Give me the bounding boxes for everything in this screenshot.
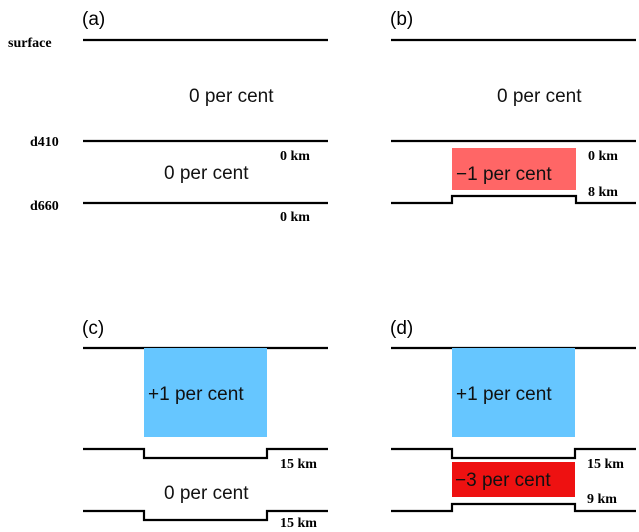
panel-a-d410-deflection: 0 km — [280, 149, 310, 164]
panel-c-upper-text: +1 per cent — [148, 384, 244, 405]
panel-d-lower-text: −3 per cent — [455, 470, 551, 491]
panel-d-anomaly-box — [452, 348, 575, 437]
panel-c-label: (c) — [82, 318, 104, 339]
panel-c-anomaly-box — [144, 348, 267, 437]
panel-d-d410-line — [391, 447, 636, 460]
panel-c-d410-line — [83, 447, 328, 460]
panel-d-anomaly-lower-box — [452, 462, 575, 497]
surface-label: surface — [8, 36, 52, 51]
d410-label: d410 — [30, 135, 59, 150]
panel-a-lower-text: 0 per cent — [164, 163, 249, 184]
panel-d-d660-deflection: 9 km — [587, 492, 617, 507]
panel-a-d660-deflection: 0 km — [280, 210, 310, 225]
panel-b: (b) 0 per cent −1 per cent 0 km 8 km — [390, 9, 636, 205]
panel-a-label: (a) — [82, 9, 105, 30]
panel-c-d660-deflection: 15 km — [280, 516, 317, 531]
panel-d: (d) +1 per cent −3 per cent 15 km 9 km — [390, 318, 636, 513]
panel-b-d660-line — [391, 194, 636, 205]
panel-c-lower-text: 0 per cent — [164, 483, 249, 504]
panel-d-d410-deflection: 15 km — [587, 457, 624, 472]
panel-b-label: (b) — [390, 9, 413, 30]
panel-b-d410-deflection: 0 km — [588, 149, 618, 164]
panel-c-d660-line — [83, 509, 328, 522]
panel-c-d410-deflection: 15 km — [280, 457, 317, 472]
panel-b-upper-text: 0 per cent — [497, 86, 582, 107]
panel-a-upper-text: 0 per cent — [189, 86, 274, 107]
panel-a: (a) 0 per cent 0 km 0 per cent 0 km — [82, 9, 328, 225]
d660-label: d660 — [30, 199, 59, 214]
panel-b-lower-text: −1 per cent — [456, 164, 552, 185]
panel-d-upper-text: +1 per cent — [456, 384, 552, 405]
panel-b-d660-deflection: 8 km — [588, 185, 618, 200]
panel-d-d660-line — [391, 502, 636, 513]
panel-c: (c) +1 per cent 15 km 0 per cent 15 km — [82, 318, 328, 531]
panel-b-anomaly-box — [452, 148, 576, 190]
panel-d-label: (d) — [390, 318, 413, 339]
